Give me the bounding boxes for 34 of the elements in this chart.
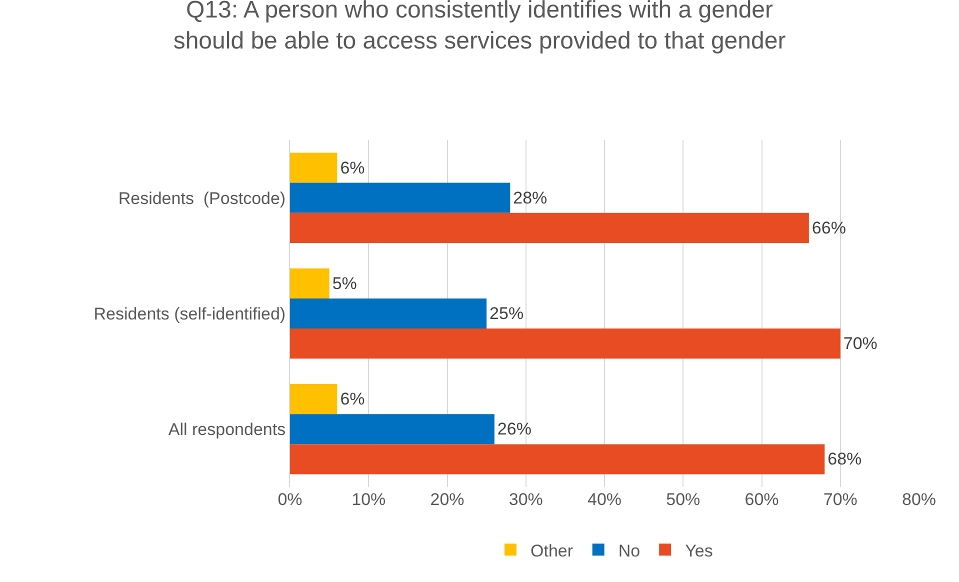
data-label: 28%: [513, 188, 548, 208]
data-label: 5%: [332, 274, 357, 293]
x-tick-label: 20%: [430, 490, 464, 509]
data-label: 66%: [812, 218, 846, 238]
legend-label: Other: [530, 541, 574, 560]
bar: [290, 384, 338, 414]
x-tick-label: 40%: [587, 490, 622, 509]
bar: [290, 212, 809, 243]
bar: [290, 328, 840, 359]
bar: [290, 298, 487, 329]
y-tick-label: All respondents: [168, 420, 286, 440]
x-tick-label: 30%: [508, 490, 543, 509]
x-tick-label: 70%: [823, 490, 858, 509]
data-label: 6%: [340, 390, 365, 409]
data-label: 70%: [843, 334, 878, 354]
data-label: 68%: [828, 450, 862, 469]
bar: [290, 152, 338, 183]
y-tick-label: Residents (Postcode): [118, 188, 286, 208]
x-tick-label: 50%: [666, 490, 700, 509]
y-tick-label: Residents (self-identified): [94, 304, 286, 324]
bar: [290, 182, 510, 213]
chart-title: Q13: A person who consistently identifies with a gender should be able to access services provided to that gender: [173, 0, 786, 55]
data-label: 25%: [490, 304, 524, 323]
x-tick-label: 80%: [902, 490, 936, 509]
x-tick-label: 10%: [352, 490, 386, 509]
bar: [290, 268, 330, 298]
bar: [290, 444, 825, 474]
legend-label: Yes: [685, 541, 713, 560]
legend-label: No: [618, 541, 640, 560]
bar: [290, 414, 494, 444]
x-tick-label: 60%: [744, 490, 779, 509]
x-tick-label: 0%: [278, 490, 302, 509]
data-label: 26%: [497, 420, 532, 439]
data-label: 6%: [340, 158, 365, 178]
